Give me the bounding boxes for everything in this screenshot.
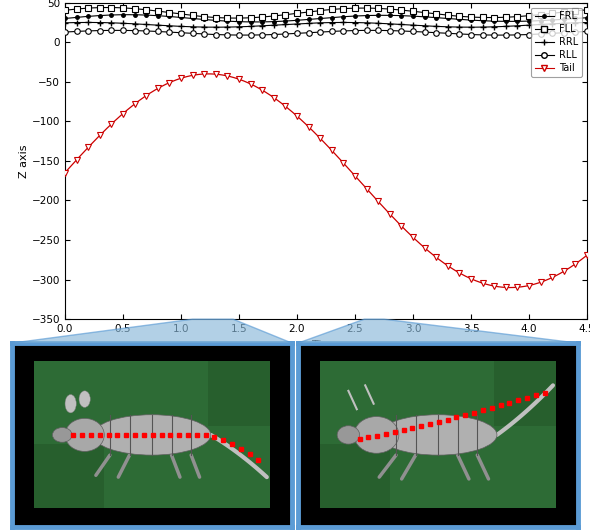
Y-axis label: Z axis: Z axis [19, 144, 29, 178]
Bar [208, 362, 270, 426]
Ellipse shape [379, 415, 497, 455]
Bar [34, 362, 270, 509]
Bar [34, 444, 104, 509]
X-axis label: Time: Time [312, 339, 340, 350]
Ellipse shape [65, 395, 76, 413]
Ellipse shape [79, 391, 90, 408]
Ellipse shape [53, 428, 72, 442]
Ellipse shape [337, 426, 359, 444]
Bar [320, 444, 391, 509]
Ellipse shape [65, 418, 104, 452]
Legend: FRL, FLL, RRL, RLL, Tail: FRL, FLL, RRL, RLL, Tail [531, 7, 582, 77]
Bar [320, 362, 556, 509]
Bar [494, 362, 556, 426]
Ellipse shape [93, 415, 211, 455]
Ellipse shape [354, 417, 399, 453]
